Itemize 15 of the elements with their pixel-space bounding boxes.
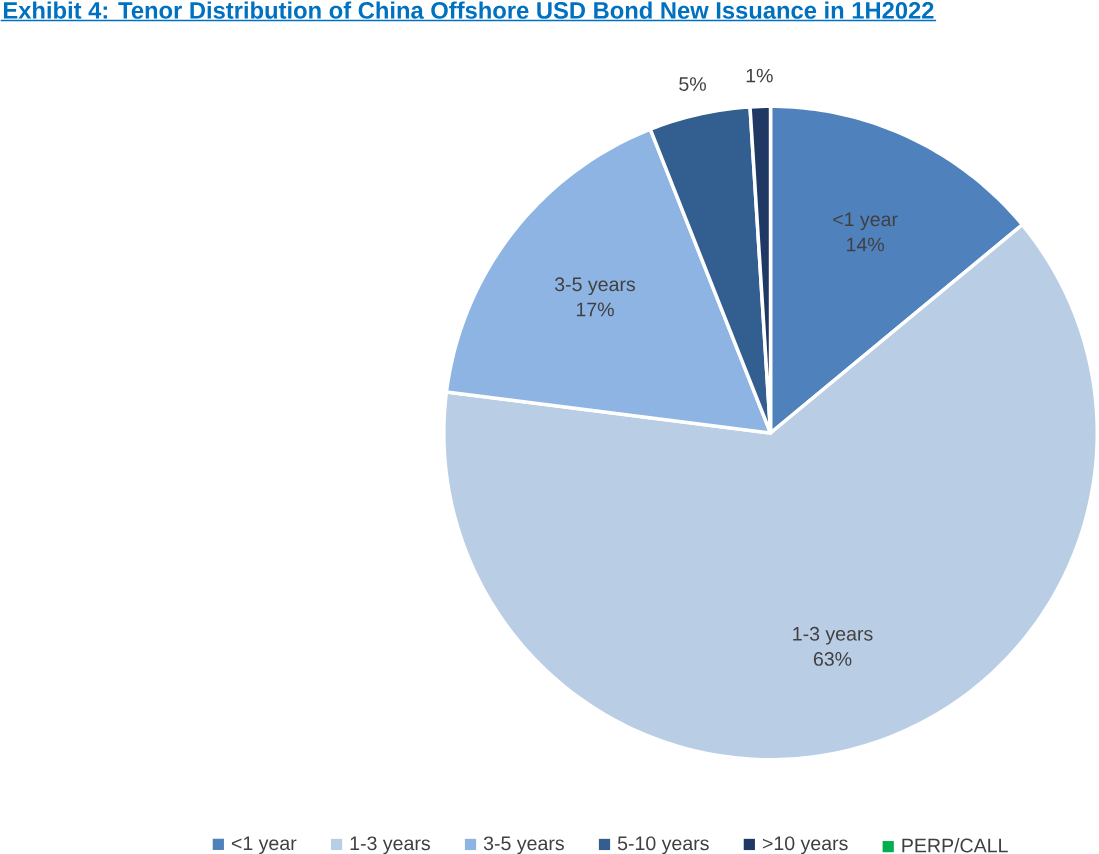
legend-label: 5-10 years xyxy=(617,836,709,854)
slice-label: <1 year xyxy=(833,212,898,231)
slice-label: 1-3 years xyxy=(793,626,873,645)
data-label: 17% xyxy=(576,302,614,317)
legend-label: >10 years xyxy=(762,836,848,854)
data-label: 1% xyxy=(746,68,773,83)
data-label: 14% xyxy=(847,237,885,252)
legend-label: PERP/CALL xyxy=(902,838,1008,853)
data-label: 5% xyxy=(679,77,706,91)
chart-title: Exhibit 4: Tenor Distribution of China Offshore USD Bond New Issuance in 1H2022 xyxy=(3,1,934,19)
slice-label: 3-5 years xyxy=(554,277,636,296)
legend-label: 1-3 years xyxy=(350,836,430,854)
data-label: 63% xyxy=(813,651,852,666)
legend-label: <1 year xyxy=(231,836,297,854)
legend-label: 3-5 years xyxy=(483,836,564,854)
